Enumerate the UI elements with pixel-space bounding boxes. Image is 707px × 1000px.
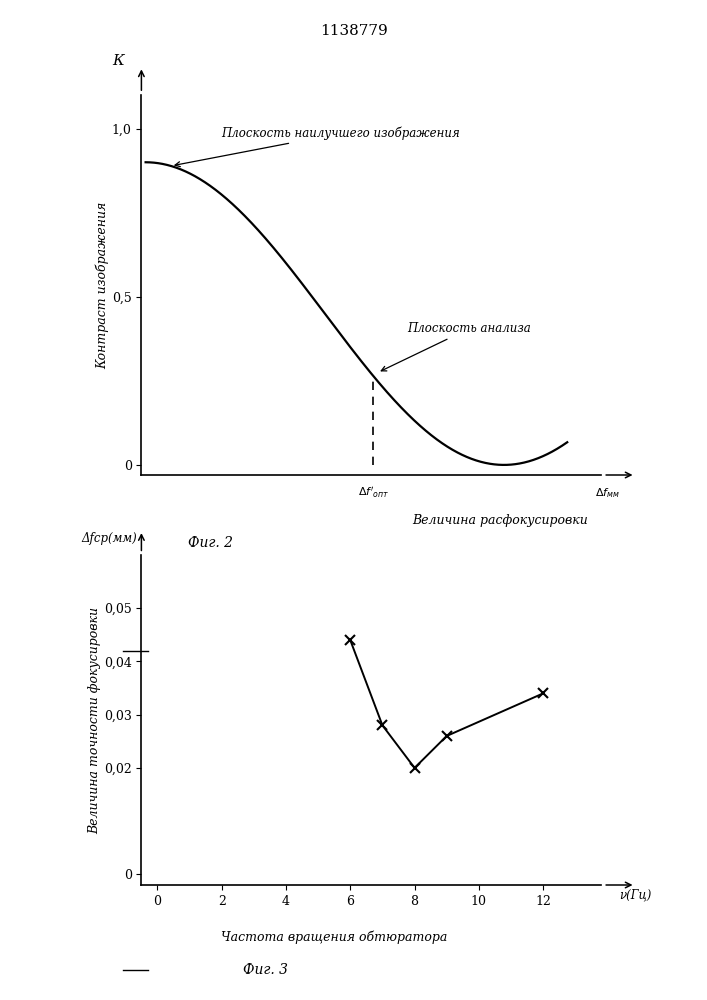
- Text: $\Delta f_{\mathit{мм}}$: $\Delta f_{\mathit{мм}}$: [595, 486, 619, 500]
- Y-axis label: Величина точности фокусировки: Величина точности фокусировки: [88, 606, 101, 834]
- Text: Величина расфокусировки: Величина расфокусировки: [412, 514, 588, 527]
- Text: Фиг. 2: Фиг. 2: [188, 536, 233, 550]
- Text: $\Delta f'_{\mathit{опт}}$: $\Delta f'_{\mathit{опт}}$: [358, 485, 389, 500]
- Y-axis label: Контраст изображения: Контраст изображения: [95, 201, 109, 369]
- Text: К: К: [112, 54, 124, 68]
- Text: Δfср(мм): Δfср(мм): [82, 532, 137, 545]
- Text: Фиг. 3: Фиг. 3: [243, 963, 288, 977]
- Text: 1138779: 1138779: [320, 24, 387, 38]
- Text: Частота вращения обтюратора: Частота вращения обтюратора: [221, 931, 448, 944]
- Text: Плоскость анализа: Плоскость анализа: [381, 322, 531, 371]
- Text: Плоскость наилучшего изображения: Плоскость наилучшего изображения: [175, 127, 460, 167]
- Text: ν(Гц): ν(Гц): [619, 888, 652, 901]
